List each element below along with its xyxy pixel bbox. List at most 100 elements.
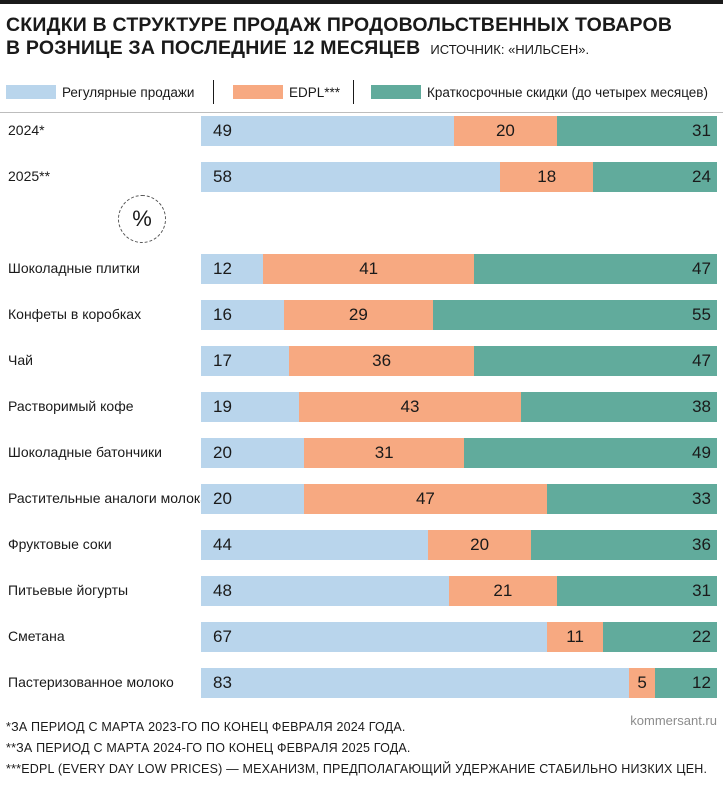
- bar-segment-edpl: 43: [299, 392, 521, 422]
- bar-segment-regular: 20: [201, 438, 305, 468]
- data-label: 11: [566, 627, 584, 646]
- bar-segment-short: 47: [474, 346, 717, 376]
- legend-item-short: Краткосрочные скидки (до четырех месяцев…: [371, 80, 708, 104]
- bar-segment-regular: 44: [201, 530, 429, 560]
- data-label: 47: [415, 489, 435, 508]
- bar-segment-regular: 48: [201, 576, 449, 606]
- legend-separator: [213, 80, 214, 104]
- bar-segment-edpl: 31: [304, 438, 465, 468]
- legend-label-short: Краткосрочные скидки (до четырех месяцев…: [427, 84, 708, 100]
- top-rule: [0, 0, 723, 4]
- category-label: Растворимый кофе: [8, 398, 134, 414]
- data-label: 20: [470, 535, 490, 554]
- bar-segment-short: 36: [531, 530, 717, 560]
- data-label: 83: [213, 673, 232, 692]
- data-label: 43: [400, 397, 420, 416]
- bar-segment-edpl: 41: [262, 254, 475, 284]
- title-line-1: СКИДКИ В СТРУКТУРЕ ПРОДАЖ ПРОДОВОЛЬСТВЕН…: [6, 14, 673, 36]
- footnote-3: ***EDPL (EVERY DAY LOW PRICES) — МЕХАНИЗ…: [6, 762, 708, 776]
- category-label: Шоколадные батончики: [8, 444, 162, 460]
- data-label: 44: [213, 535, 232, 554]
- source-note: ИСТОЧНИК: «НИЛЬСЕН».: [430, 42, 590, 57]
- legend-rule: [0, 112, 723, 113]
- data-label: 38: [692, 397, 711, 416]
- bar-segment-regular: 19: [201, 392, 300, 422]
- bar-row: 17 36 47: [201, 346, 717, 376]
- bar-segment-edpl: 29: [283, 300, 434, 330]
- data-label: 48: [213, 581, 232, 600]
- footnote-2: **ЗА ПЕРИОД С МАРТА 2024-ГО ПО КОНЕЦ ФЕВ…: [6, 741, 411, 755]
- bar-segment-short: 31: [557, 576, 717, 606]
- category-label: Пастеризованное молоко: [8, 674, 174, 690]
- bar-segment-regular: 49: [201, 116, 454, 146]
- bar-segment-edpl: 11: [546, 622, 604, 652]
- data-label: 47: [692, 351, 711, 370]
- credit: kommersant.ru: [630, 713, 717, 728]
- data-label: 49: [213, 121, 232, 140]
- legend-swatch-edpl: [233, 85, 283, 99]
- bar-segment-regular: 58: [201, 162, 501, 192]
- bar-row: 67 11 22: [201, 622, 717, 652]
- footnote-1: *ЗА ПЕРИОД С МАРТА 2023-ГО ПО КОНЕЦ ФЕВР…: [6, 720, 406, 734]
- bar-segment-edpl: 36: [288, 346, 475, 376]
- bar-row: 20 31 49: [201, 438, 717, 468]
- data-label: 16: [213, 305, 232, 324]
- bar-segment-edpl: 47: [304, 484, 547, 514]
- bar-segment-regular: 12: [201, 254, 263, 284]
- data-label: 12: [213, 259, 232, 278]
- bar-segment-short: 38: [520, 392, 717, 422]
- bar-row: 49 20 31: [201, 116, 717, 146]
- bar-row: 58 18 24: [201, 162, 717, 192]
- data-label: 29: [348, 305, 368, 324]
- data-label: 20: [213, 489, 232, 508]
- bar-segment-short: 55: [433, 300, 717, 330]
- footnotes: *ЗА ПЕРИОД С МАРТА 2023-ГО ПО КОНЕЦ ФЕВР…: [6, 717, 707, 780]
- title-line-2: В РОЗНИЦЕ ЗА ПОСЛЕДНИЕ 12 МЕСЯЦЕВ ИСТОЧНИ…: [6, 37, 672, 61]
- bar-segment-short: 33: [546, 484, 717, 514]
- data-label: 31: [374, 443, 394, 462]
- bar-row: 16 29 55: [201, 300, 717, 330]
- bar-segment-regular: 17: [201, 346, 289, 376]
- bar-segment-short: 24: [593, 162, 717, 192]
- data-label: 33: [692, 489, 711, 508]
- legend-item-edpl: EDPL***: [233, 80, 340, 104]
- data-label: 67: [213, 627, 232, 646]
- percent-unit-badge: %: [118, 195, 166, 243]
- legend-swatch-regular: [6, 85, 56, 99]
- bar-segment-edpl: 5: [629, 668, 656, 698]
- bar-segment-short: 31: [557, 116, 717, 146]
- bar-segment-short: 49: [464, 438, 717, 468]
- bar-segment-short: 12: [655, 668, 717, 698]
- bar-row: 83 5 12: [201, 668, 717, 698]
- legend-label-regular: Регулярные продажи: [62, 84, 195, 100]
- data-label: 49: [692, 443, 711, 462]
- category-label: Шоколадные плитки: [8, 260, 140, 276]
- data-label: 17: [213, 351, 232, 370]
- title-line-2-text: В РОЗНИЦЕ ЗА ПОСЛЕДНИЕ 12 МЕСЯЦЕВ: [6, 37, 421, 59]
- data-label: 20: [213, 443, 232, 462]
- legend-label-edpl: EDPL***: [289, 84, 341, 100]
- legend-swatch-short: [371, 85, 421, 99]
- bar-segment-regular: 67: [201, 622, 547, 652]
- bar-row: 20 47 33: [201, 484, 717, 514]
- category-label: Сметана: [8, 628, 65, 644]
- category-label: 2024*: [8, 122, 45, 138]
- legend-separator: [353, 80, 354, 104]
- data-label: 31: [692, 121, 711, 140]
- category-label: 2025**: [8, 168, 51, 184]
- bar-segment-regular: 16: [201, 300, 284, 330]
- bar-segment-edpl: 21: [448, 576, 558, 606]
- bar-segment-edpl: 20: [428, 530, 532, 560]
- data-label: 21: [493, 581, 513, 600]
- data-label: 31: [692, 581, 711, 600]
- category-label: Питьевые йогурты: [8, 582, 129, 598]
- data-label: 12: [692, 673, 711, 692]
- bar-segment-short: 47: [474, 254, 717, 284]
- data-label: 36: [692, 535, 711, 554]
- bar-row: 48 21 31: [201, 576, 717, 606]
- data-label: 5: [637, 673, 647, 692]
- data-label: 41: [359, 259, 379, 278]
- data-label: 18: [537, 167, 557, 186]
- bar-segment-edpl: 20: [453, 116, 558, 146]
- category-label: Чай: [8, 352, 33, 368]
